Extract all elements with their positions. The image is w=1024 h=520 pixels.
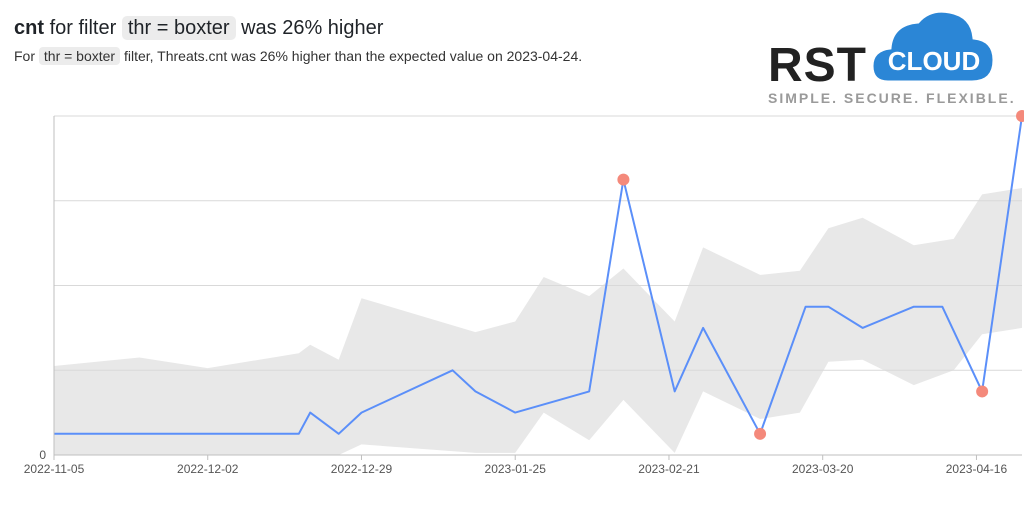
title-result: was 26% higher xyxy=(241,17,384,39)
x-tick-label: 2023-02-21 xyxy=(638,462,700,476)
x-tick-label: 2022-11-05 xyxy=(24,462,85,476)
y-tick-label: 0 xyxy=(39,448,46,462)
anomaly-point xyxy=(976,385,989,398)
metric-name: cnt xyxy=(14,17,44,39)
subtitle-text: filter, Threats.cnt was 26% higher than … xyxy=(123,48,583,64)
title-for-filter: for filter xyxy=(49,17,117,39)
chart-title: cnt for filter thr = boxter was 26% high… xyxy=(14,14,582,42)
subtitle-filter-pill: thr = boxter xyxy=(38,47,121,65)
cloud-icon: CLOUD xyxy=(870,9,996,84)
anomaly-point xyxy=(754,427,767,440)
x-tick-label: 2022-12-29 xyxy=(331,462,393,476)
chart-subtitle: For thr = boxter filter, Threats.cnt was… xyxy=(14,46,582,66)
logo-cloud-text: CLOUD xyxy=(888,46,980,76)
x-tick-label: 2023-03-20 xyxy=(792,462,854,476)
x-tick-label: 2022-12-02 xyxy=(177,462,239,476)
x-tick-label: 2023-04-16 xyxy=(946,462,1008,476)
chart-header: cnt for filter thr = boxter was 26% high… xyxy=(14,14,582,66)
x-tick-label: 2023-01-25 xyxy=(485,462,547,476)
expected-range-band xyxy=(54,188,1022,455)
subtitle-for: For xyxy=(14,48,35,64)
rst-cloud-logo: RST CLOUD SIMPLE. SECURE. FLEXIBLE. xyxy=(764,6,1014,110)
logo-rst-text: RST xyxy=(768,39,867,92)
anomaly-point xyxy=(1016,110,1024,122)
logo-tagline: SIMPLE. SECURE. FLEXIBLE. xyxy=(768,90,1016,106)
filter-pill: thr = boxter xyxy=(121,16,236,40)
anomaly-point xyxy=(617,173,630,186)
